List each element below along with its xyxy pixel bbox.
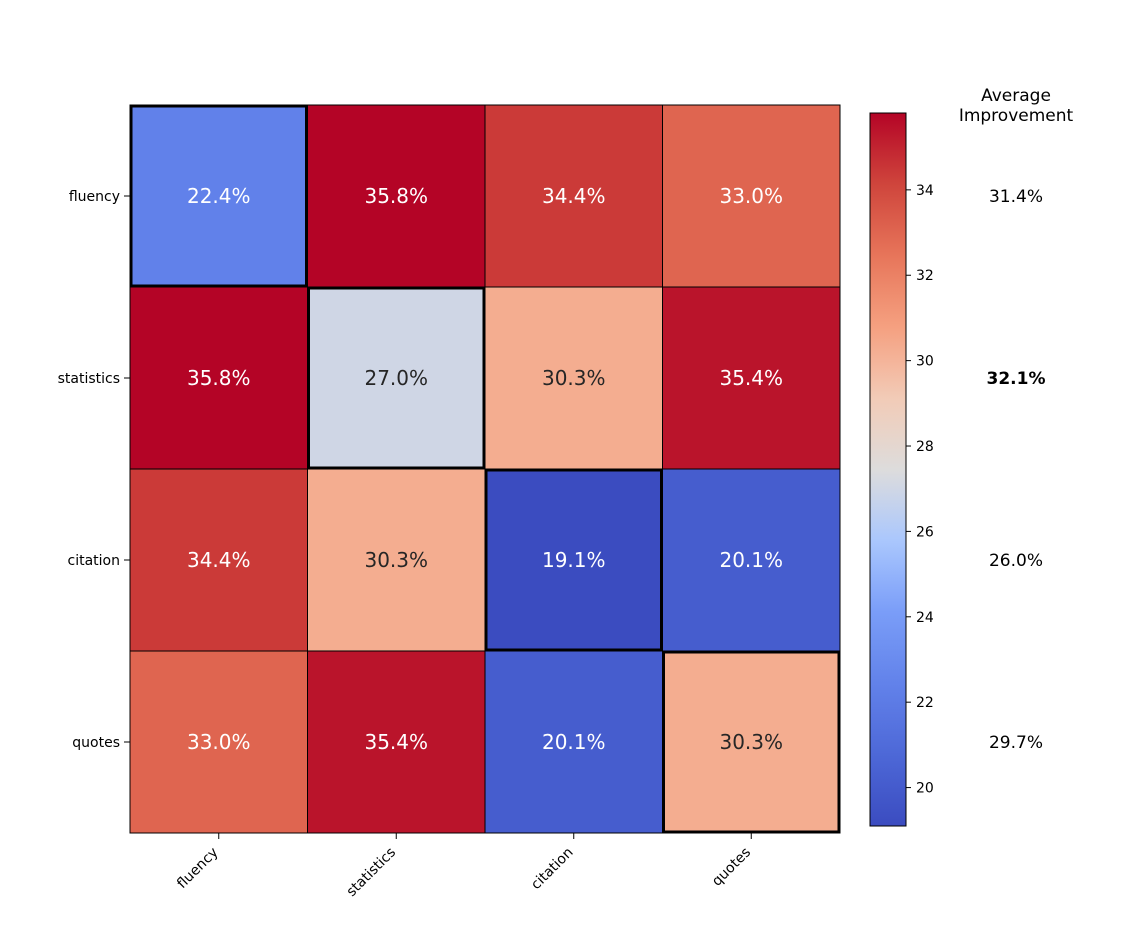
average-title-line2: Improvement <box>959 106 1074 126</box>
average-value: 32.1% <box>987 369 1046 389</box>
cell-label: 30.3% <box>542 366 606 390</box>
colorbar-tick-label: 32 <box>916 268 934 284</box>
y-tick-label: statistics <box>58 371 120 387</box>
heatmap-cell <box>129 650 308 834</box>
heatmap-cell <box>129 286 308 470</box>
heatmap-cell <box>662 104 841 288</box>
x-tick-label: statistics <box>344 845 399 900</box>
cell-label: 35.4% <box>364 730 428 754</box>
y-tick-label: fluency <box>69 189 120 205</box>
cell-label: 34.4% <box>542 184 606 208</box>
heatmap-cell <box>129 104 308 288</box>
heatmap-cell <box>662 286 841 470</box>
colorbar-tick-label: 30 <box>916 354 934 370</box>
y-tick-label: citation <box>68 553 120 569</box>
x-tick-label: quotes <box>709 845 754 890</box>
x-tick-label: fluency <box>174 845 221 892</box>
average-value: 31.4% <box>989 187 1043 207</box>
heatmap-cell <box>484 286 663 470</box>
cell-label: 35.8% <box>364 184 428 208</box>
heatmap-cell <box>307 104 486 288</box>
average-title-line1: Average <box>981 86 1051 106</box>
diagonal-highlight <box>662 650 841 834</box>
heatmap-cell <box>662 468 841 652</box>
colorbar-tick-label: 24 <box>916 610 934 626</box>
cell-label: 35.8% <box>187 366 251 390</box>
heatmap-cell <box>307 468 486 652</box>
diagonal-highlight <box>307 286 486 470</box>
colorbar <box>869 112 907 827</box>
colorbar-tick-label: 26 <box>916 524 934 540</box>
cell-label: 30.3% <box>719 730 783 754</box>
heatmap-cell <box>307 650 486 834</box>
colorbar-tick-label: 34 <box>916 183 934 199</box>
colorbar-tick-label: 22 <box>916 695 934 711</box>
cell-label: 35.4% <box>719 366 783 390</box>
cell-label: 20.1% <box>719 548 783 572</box>
diagonal-highlight <box>484 468 663 652</box>
average-value: 29.7% <box>989 733 1043 753</box>
heatmap-cell <box>307 286 486 470</box>
cell-label: 33.0% <box>187 730 251 754</box>
x-tick-label: citation <box>528 845 576 893</box>
colorbar-tick-label: 28 <box>916 439 934 455</box>
y-tick-label: quotes <box>72 735 120 751</box>
average-value: 26.0% <box>989 551 1043 571</box>
cell-label: 33.0% <box>719 184 783 208</box>
cell-label: 20.1% <box>542 730 606 754</box>
cell-label: 27.0% <box>364 366 428 390</box>
cell-label: 19.1% <box>542 548 606 572</box>
cell-label: 22.4% <box>187 184 251 208</box>
heatmap-cell <box>484 650 663 834</box>
cell-label: 34.4% <box>187 548 251 572</box>
colorbar-tick-label: 20 <box>916 781 934 797</box>
cell-label: 30.3% <box>364 548 428 572</box>
diagonal-highlight <box>129 104 308 288</box>
heatmap-frame <box>129 104 841 834</box>
